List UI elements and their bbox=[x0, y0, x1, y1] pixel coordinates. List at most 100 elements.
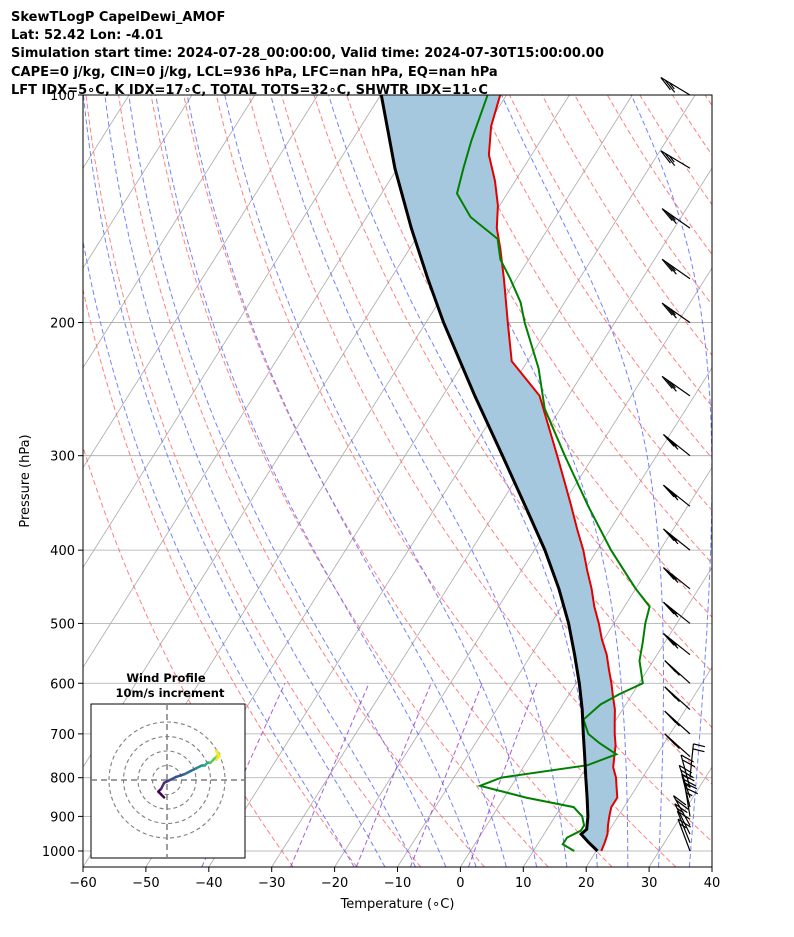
moist-adiabat bbox=[155, 95, 477, 867]
barb-flag bbox=[665, 211, 677, 225]
mixing-ratio-line bbox=[290, 683, 370, 867]
barb-half bbox=[669, 213, 676, 221]
barb-flag bbox=[661, 302, 673, 316]
barb-half bbox=[670, 440, 678, 448]
isotherm-line bbox=[83, 95, 319, 469]
x-axis-label: Temperature (∘C) bbox=[340, 897, 455, 912]
dry-adiabat bbox=[704, 95, 712, 107]
barb-flag bbox=[663, 601, 675, 615]
dry-adiabat bbox=[671, 95, 712, 156]
dry-adiabat bbox=[215, 95, 677, 867]
barb-flag bbox=[675, 799, 689, 810]
wind-barb bbox=[663, 528, 691, 551]
barb-flag bbox=[680, 769, 694, 779]
isotherm-line bbox=[585, 666, 712, 867]
barb-flag bbox=[673, 795, 687, 806]
y-tick-label: 300 bbox=[50, 450, 75, 465]
barb-flag bbox=[665, 261, 677, 275]
x-tick-label: 40 bbox=[704, 876, 721, 891]
dry-adiabat bbox=[83, 445, 294, 867]
y-tick-label: 700 bbox=[50, 728, 75, 743]
isotherm-line bbox=[208, 95, 696, 867]
y-tick-label: 200 bbox=[50, 317, 75, 332]
wind-barb bbox=[664, 660, 691, 684]
barb-flag bbox=[678, 764, 693, 774]
barb-flag bbox=[664, 79, 676, 93]
isotherm-line bbox=[648, 766, 712, 867]
barb-half bbox=[671, 717, 679, 725]
x-tick-label: −10 bbox=[384, 876, 411, 891]
x-tick-label: −40 bbox=[195, 876, 222, 891]
barb-flag bbox=[666, 437, 679, 450]
wind-barb bbox=[661, 208, 691, 229]
y-tick-label: 400 bbox=[50, 544, 75, 559]
barb-flag bbox=[684, 782, 698, 790]
hodograph-segment bbox=[174, 772, 186, 779]
isotherm-line bbox=[0, 95, 66, 867]
hodograph-segment bbox=[215, 755, 221, 761]
x-tick-label: 30 bbox=[641, 876, 658, 891]
barb-flag bbox=[682, 778, 696, 787]
y-tick-label: 900 bbox=[50, 810, 75, 825]
barb-half bbox=[669, 264, 676, 272]
dry-adiabat bbox=[313, 95, 712, 729]
wind-profile-inset: Wind Profile 10m/s increment bbox=[90, 671, 246, 859]
isotherm-line bbox=[83, 95, 444, 669]
barb-half bbox=[668, 155, 675, 163]
barb-flag bbox=[663, 434, 675, 447]
barb-flag bbox=[692, 748, 705, 753]
barb-staff bbox=[676, 810, 691, 843]
barb-flag bbox=[661, 208, 673, 222]
temperature-line bbox=[487, 95, 619, 852]
isotherm-line bbox=[83, 95, 381, 569]
wind-barb bbox=[663, 567, 691, 590]
barb-flag bbox=[666, 604, 679, 618]
cape-cin-shading bbox=[381, 95, 618, 851]
dry-adiabat bbox=[770, 95, 794, 867]
barb-half bbox=[669, 381, 676, 389]
barb-flag bbox=[663, 633, 675, 646]
isotherm-line bbox=[334, 267, 712, 867]
barb-flag bbox=[661, 258, 673, 272]
dry-adiabat bbox=[118, 95, 485, 867]
dry-adiabat bbox=[83, 287, 358, 867]
wind-barb bbox=[661, 375, 691, 397]
moist-adiabat bbox=[720, 95, 778, 867]
barb-flag bbox=[660, 150, 671, 164]
barb-half bbox=[670, 490, 678, 498]
barb-half bbox=[671, 693, 679, 700]
time-line: Simulation start time: 2024-07-28_00:00:… bbox=[11, 46, 604, 62]
barb-half bbox=[670, 573, 678, 581]
barb-flag bbox=[666, 487, 679, 501]
barb-flag bbox=[663, 528, 675, 542]
x-tick-label: 10 bbox=[515, 876, 532, 891]
barb-flag bbox=[682, 759, 696, 768]
wind-barb bbox=[678, 764, 694, 798]
wind-barb bbox=[663, 601, 691, 624]
isotherm-line bbox=[83, 95, 193, 269]
y-tick-label: 600 bbox=[50, 677, 75, 692]
wind-barb bbox=[672, 795, 691, 826]
x-tick-label: 0 bbox=[456, 876, 464, 891]
wind-barb bbox=[664, 733, 691, 757]
wind-barb bbox=[664, 686, 691, 710]
isotherm-line bbox=[83, 95, 256, 369]
moist-adiabat bbox=[83, 238, 355, 867]
indices-line: LFT IDX=5∘C, K IDX=17∘C, TOTAL TOTS=32∘C… bbox=[11, 82, 488, 98]
wind-barb bbox=[660, 76, 691, 96]
moist-adiabat bbox=[328, 95, 598, 867]
wind-barb bbox=[663, 632, 691, 656]
data-layer bbox=[379, 95, 651, 853]
barb-half bbox=[670, 534, 678, 542]
y-tick-label: 1000 bbox=[42, 845, 75, 860]
x-tick-label: 20 bbox=[578, 876, 595, 891]
dry-adiabat bbox=[150, 95, 549, 867]
y-tick-label: 100 bbox=[50, 89, 75, 104]
barb-half bbox=[671, 666, 679, 674]
x-tick-label: −60 bbox=[69, 876, 96, 891]
mixing-ratio-line bbox=[468, 683, 538, 867]
inset-subtitle: 10m/s increment bbox=[116, 686, 225, 700]
location-line: Lat: 52.42 Lon: -4.01 bbox=[11, 28, 164, 44]
moist-adiabat bbox=[630, 95, 712, 867]
barb-flag bbox=[663, 567, 675, 580]
